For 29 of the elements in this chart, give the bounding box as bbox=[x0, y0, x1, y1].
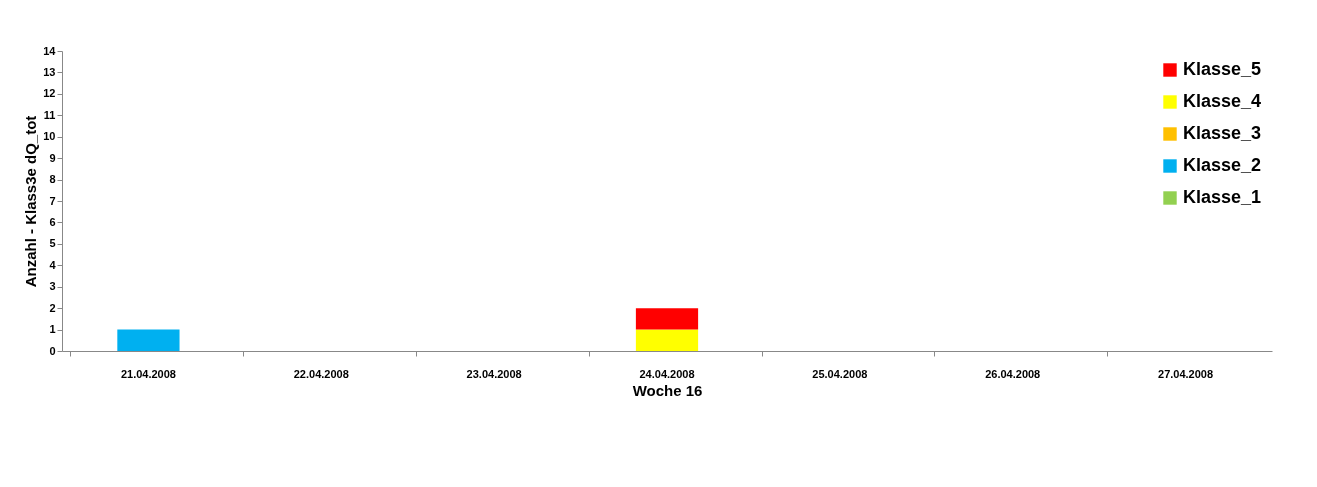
y-tick-label: 6 bbox=[49, 215, 56, 228]
x-tick-label: 25.04.2008 bbox=[812, 367, 868, 380]
y-tick-label: 3 bbox=[49, 280, 56, 293]
x-tick-label: 23.04.2008 bbox=[466, 367, 522, 380]
y-tick-label: 4 bbox=[49, 258, 57, 271]
x-tick-label: 26.04.2008 bbox=[985, 367, 1041, 380]
x-tick-label: 22.04.2008 bbox=[293, 367, 349, 380]
y-tick-label: 8 bbox=[49, 173, 56, 186]
y-tick-label: 0 bbox=[49, 344, 56, 357]
y-tick-label: 9 bbox=[49, 151, 56, 164]
x-tick-label: 27.04.2008 bbox=[1158, 367, 1214, 380]
legend-label: Klasse_1 bbox=[1183, 187, 1262, 207]
y-tick-label: 2 bbox=[49, 301, 56, 314]
x-tick-label: 24.04.2008 bbox=[639, 367, 695, 380]
x-tick-label: 21.04.2008 bbox=[120, 367, 176, 380]
y-tick-label: 1 bbox=[49, 323, 56, 336]
legend-label: Klasse_2 bbox=[1183, 155, 1262, 175]
legend-label: Klasse_5 bbox=[1183, 59, 1262, 79]
y-tick-label: 10 bbox=[43, 130, 56, 143]
y-tick-label: 5 bbox=[49, 237, 56, 250]
y-tick-label: 14 bbox=[43, 44, 57, 57]
legend-label: Klasse_4 bbox=[1183, 91, 1262, 111]
y-tick-label: 11 bbox=[43, 108, 56, 121]
y-tick-label: 7 bbox=[49, 194, 56, 207]
x-axis-title: Woche 16 bbox=[632, 381, 703, 399]
y-axis-title: Anzahl - Klass3e dQ_tot bbox=[22, 115, 40, 288]
y-tick-label: 13 bbox=[43, 65, 56, 78]
y-tick-label: 12 bbox=[43, 87, 56, 100]
legend-label: Klasse_3 bbox=[1183, 123, 1262, 143]
